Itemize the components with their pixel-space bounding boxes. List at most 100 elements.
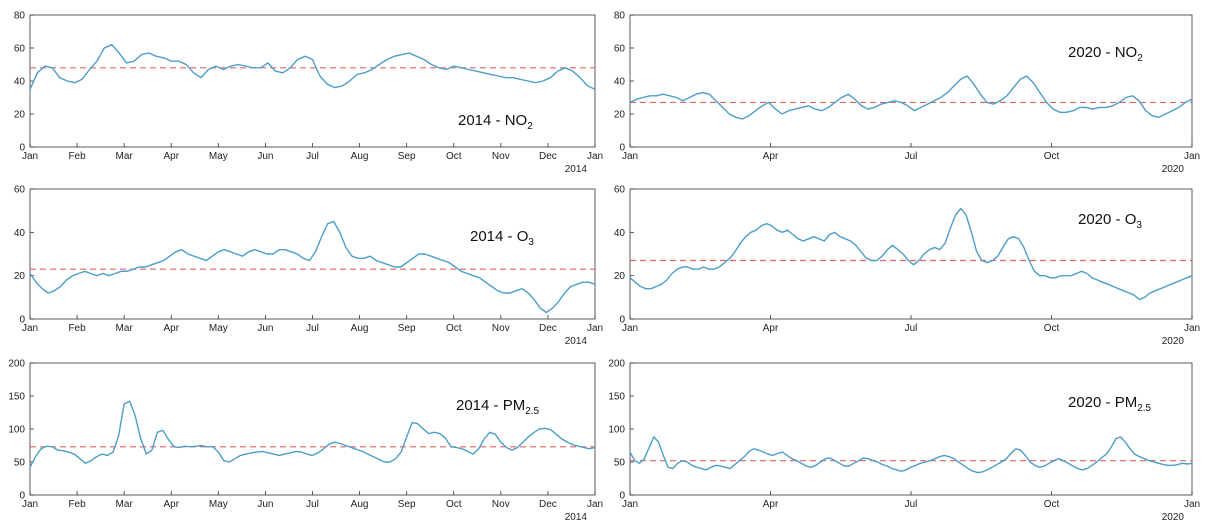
series-line [629, 207, 1193, 301]
series-line [629, 436, 1193, 474]
y-tick-label: 40 [614, 77, 626, 88]
x-tick-label: Apr [763, 151, 779, 162]
chart-title-main: 2014 - NO [458, 112, 527, 129]
year-label: 2014 [565, 336, 588, 347]
year-label: 2020 [1162, 336, 1185, 347]
x-tick-label: Jan [622, 499, 638, 510]
x-tick-label: Nov [492, 323, 510, 334]
x-tick-label: Jan [587, 323, 603, 334]
x-tick-label: Sep [398, 499, 416, 510]
series-line [29, 220, 596, 314]
x-tick-label: Apr [163, 151, 179, 162]
y-tick-label: 200 [608, 359, 625, 370]
chart-title-subscript: 3 [528, 237, 534, 248]
chart-title: 2014 - PM2.5 [456, 397, 540, 417]
chart-title: 2014 - NO2 [458, 112, 533, 132]
x-tick-label: Dec [539, 151, 557, 162]
chart-panel: 0 50 100 150 200 Jan Apr Jul Oct Jan 2020 2020 - PM… [608, 359, 1200, 524]
y-tick-label: 100 [608, 425, 625, 436]
x-tick-label: Aug [351, 499, 369, 510]
chart-title: 2014 - O3 [470, 228, 534, 248]
x-tick-label: Oct [1044, 151, 1060, 162]
x-tick-label: Oct [446, 499, 462, 510]
y-tick-label: 0 [19, 491, 25, 502]
y-tick-label: 0 [619, 143, 625, 154]
chart-panel: 0 20 40 60 Jan Feb Mar Apr May Jun Jul Aug Sep Oct Nov… [14, 185, 603, 348]
x-tick-label: Jun [257, 499, 273, 510]
x-tick-label: Jan [1184, 323, 1200, 334]
x-tick-label: Feb [68, 323, 86, 334]
series-line [629, 75, 1193, 120]
x-tick-label: Jul [905, 323, 918, 334]
y-tick-label: 60 [14, 44, 26, 55]
x-tick-label: Mar [116, 499, 134, 510]
series-line [29, 44, 596, 90]
x-tick-label: Sep [398, 151, 416, 162]
y-tick-label: 80 [14, 11, 26, 22]
chart-panel: 0 20 40 60 80 Jan Feb Mar Apr May Jun Jul Aug Sep Oct N… [14, 11, 603, 176]
y-tick-label: 40 [614, 228, 626, 239]
x-tick-label: Jul [306, 499, 319, 510]
axes-frame [29, 362, 596, 496]
x-tick-label: Jun [257, 323, 273, 334]
y-tick-label: 60 [614, 185, 626, 196]
axes-frame [29, 188, 596, 320]
x-tick-label: Mar [116, 323, 134, 334]
year-label: 2014 [565, 512, 588, 523]
year-label: 2014 [565, 164, 588, 175]
x-tick-label: Jan [1184, 499, 1200, 510]
chart-title-main: 2020 - NO [1068, 44, 1137, 61]
x-tick-label: Oct [1044, 499, 1060, 510]
y-tick-label: 60 [614, 44, 626, 55]
x-tick-label: Jun [257, 151, 273, 162]
chart-title-subscript: 2 [1137, 53, 1143, 64]
x-tick-label: Dec [539, 499, 557, 510]
x-tick-label: Jan [622, 323, 638, 334]
chart-title: 2020 - O3 [1078, 211, 1142, 231]
chart-title: 2020 - PM2.5 [1068, 394, 1152, 414]
x-tick-label: Jan [622, 151, 638, 162]
y-tick-label: 60 [14, 185, 26, 196]
x-tick-label: Apr [163, 323, 179, 334]
x-tick-label: Oct [1044, 323, 1060, 334]
x-tick-label: May [209, 323, 228, 334]
chart-title-main: 2020 - PM [1068, 394, 1137, 411]
y-tick-label: 0 [19, 143, 25, 154]
y-tick-label: 20 [614, 110, 626, 121]
y-tick-label: 150 [608, 392, 625, 403]
y-tick-label: 0 [619, 315, 625, 326]
x-tick-label: Jul [306, 151, 319, 162]
y-tick-label: 20 [614, 271, 626, 282]
chart-panel: 0 20 40 60 80 Jan Apr Jul Oct Jan 2020 2020 - NO2 [614, 11, 1200, 176]
x-tick-label: Jul [306, 323, 319, 334]
chart-title-subscript: 2.5 [525, 406, 539, 417]
year-label: 2020 [1162, 512, 1185, 523]
x-tick-label: Jan [587, 499, 603, 510]
x-tick-label: Aug [351, 151, 369, 162]
chart-title: 2020 - NO2 [1068, 44, 1143, 64]
axes-frame [629, 362, 1193, 496]
x-tick-label: Jan [22, 499, 38, 510]
chart-title-main: 2014 - O [470, 228, 528, 245]
chart-title-main: 2014 - PM [456, 397, 525, 414]
x-tick-label: Nov [492, 499, 510, 510]
chart-title-subscript: 2 [527, 121, 533, 132]
series-line [29, 400, 596, 468]
y-tick-label: 80 [614, 11, 626, 22]
x-tick-label: May [209, 499, 228, 510]
chart-panel: 0 20 40 60 Jan Apr Jul Oct Jan 2020 2020 - O3 [614, 185, 1200, 348]
y-tick-label: 20 [14, 110, 26, 121]
x-tick-label: Oct [446, 323, 462, 334]
axes-frame [629, 14, 1193, 148]
x-tick-label: Oct [446, 151, 462, 162]
y-tick-label: 100 [8, 425, 25, 436]
chart-title-main: 2020 - O [1078, 211, 1136, 228]
x-tick-label: Aug [351, 323, 369, 334]
x-tick-label: Nov [492, 151, 510, 162]
x-tick-label: Jan [22, 323, 38, 334]
x-tick-label: Feb [68, 151, 86, 162]
year-label: 2020 [1162, 164, 1185, 175]
x-tick-label: Apr [763, 323, 779, 334]
chart-panel: 0 50 100 150 200 Jan Feb Mar Apr May Jun Jul Aug Sep O… [8, 359, 603, 524]
